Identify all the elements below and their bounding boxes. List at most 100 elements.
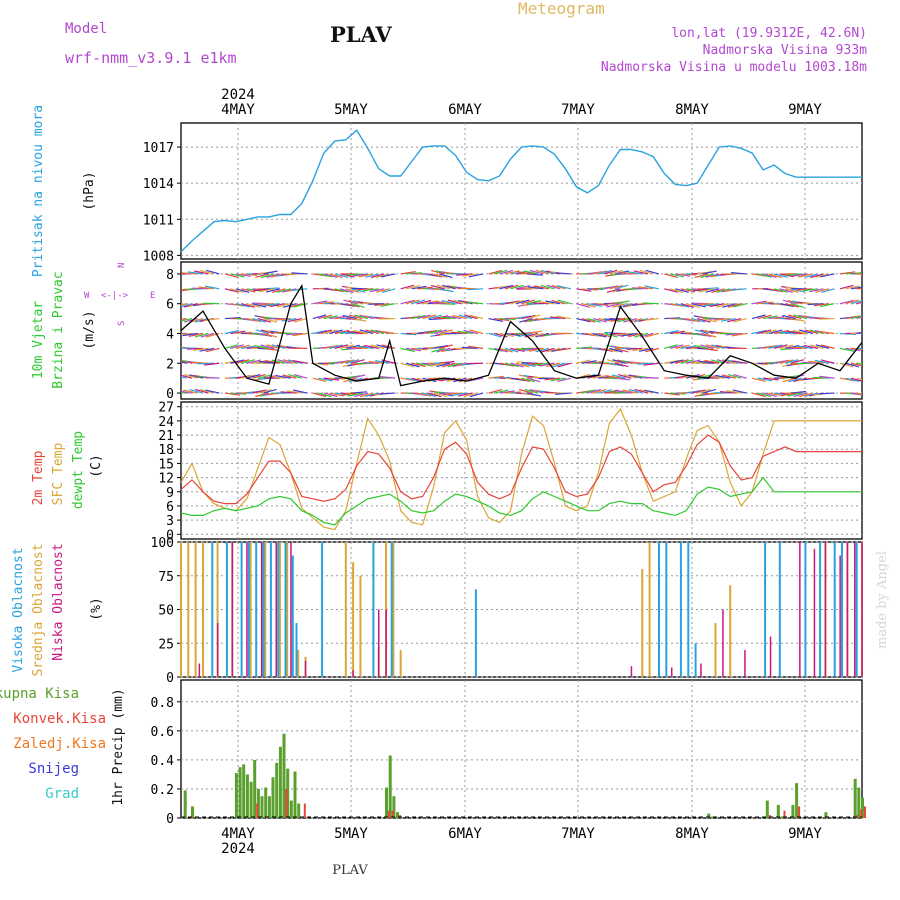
wind-arrow <box>257 318 272 323</box>
wind-arrow <box>345 288 360 293</box>
wind-arrow <box>786 330 802 335</box>
low-cloud-bar <box>839 555 841 677</box>
wind-arrow <box>259 288 275 293</box>
wind-arrow <box>555 392 571 395</box>
wind-arrow <box>856 316 862 320</box>
wind-arrow <box>469 314 484 320</box>
wind-arrow <box>181 303 193 308</box>
mid-cloud-bar <box>286 542 289 677</box>
wind-arrow <box>493 285 509 290</box>
wind-arrow <box>260 329 275 335</box>
wind-arrow <box>329 329 343 335</box>
wind-arrow <box>293 389 308 394</box>
wind-arrow <box>181 377 182 379</box>
low-cloud-bar <box>275 542 277 677</box>
wind-arrow <box>804 273 819 278</box>
wind-arrow <box>493 389 509 394</box>
precip-total-bar <box>249 781 253 818</box>
wind-arrow <box>581 360 597 364</box>
wind-arrow <box>341 392 357 396</box>
wind-arrow <box>181 347 182 349</box>
wind-arrow <box>693 344 709 349</box>
wind-arrow <box>181 361 187 364</box>
pressure-ylabel: (hPa) <box>82 171 97 210</box>
wind-arrow <box>281 317 297 322</box>
wind-arrow <box>856 287 862 290</box>
wind-arrow <box>611 374 626 379</box>
high-cloud-bar <box>247 542 250 677</box>
wind-arrow <box>530 332 544 338</box>
low-cloud-bar <box>722 609 724 677</box>
wind-arrow <box>438 273 453 279</box>
wind-arrow <box>850 377 862 382</box>
wind-arrow <box>856 331 862 335</box>
wind-arrow <box>732 303 747 308</box>
high-cloud-bar <box>833 542 836 677</box>
wind-arrow <box>255 273 270 278</box>
wind-arrow <box>627 271 643 275</box>
wind-arrow <box>381 288 396 293</box>
wind-ylabel: (m/s) <box>82 310 97 349</box>
high-cloud-bar <box>225 542 228 677</box>
low-cloud-bar <box>700 663 702 677</box>
wind-arrow <box>203 362 220 366</box>
wind-arrow <box>810 273 824 279</box>
wind-arrow <box>603 347 618 353</box>
wind-arrow <box>351 288 366 293</box>
bottom-day-label: 7MAY <box>561 826 595 842</box>
y-tick-label: 4 <box>166 327 174 342</box>
wind-arrow <box>669 273 685 278</box>
wind-arrow <box>680 288 695 293</box>
wind-arrow <box>265 360 280 364</box>
wind-arrow <box>446 315 462 320</box>
wind-arrow <box>711 344 725 349</box>
wind-arrow <box>439 360 455 364</box>
wind-arrow <box>526 377 541 383</box>
wind-arrow <box>631 287 648 290</box>
temp-ylabel: (C) <box>89 454 104 477</box>
wind-arrow <box>429 362 445 367</box>
wind-arrow <box>709 375 725 379</box>
wind-arrow <box>343 299 357 305</box>
wind-arrow <box>431 347 445 353</box>
wind-arrow <box>785 374 800 379</box>
wind-arrow <box>752 314 766 320</box>
station-title: PLAV <box>330 22 392 47</box>
wind-arrow <box>318 273 333 278</box>
wind-arrow <box>224 392 241 396</box>
wind-arrow <box>488 375 504 379</box>
wind-arrow <box>488 269 503 275</box>
wind-arrow <box>334 344 349 349</box>
high-cloud-bar <box>262 542 265 677</box>
wind-arrow <box>757 314 772 320</box>
wind-arrow <box>263 347 279 351</box>
meteogram-title: Meteogram <box>518 0 605 18</box>
wind-arrow <box>368 360 385 364</box>
wind-arrow <box>246 374 261 379</box>
wind-arrow <box>768 329 783 335</box>
wind-arrow <box>609 362 624 367</box>
wind-arrow <box>702 347 718 352</box>
wind-arrow <box>516 347 533 350</box>
model-elevation-label: Nadmorska Visina u modelu 1003.18m <box>601 60 867 75</box>
wind-arrow <box>716 288 731 293</box>
low-cloud-bar <box>290 542 292 677</box>
wind-arrow <box>802 361 819 364</box>
y-tick-label: 9 <box>166 486 174 501</box>
wind-arrow <box>318 314 333 320</box>
low-cloud-bar <box>198 663 201 677</box>
wind-arrow <box>628 388 643 394</box>
wind-arrow <box>797 345 813 349</box>
wind-arrow <box>334 288 349 293</box>
wind-arrow <box>790 317 806 322</box>
wind-arrow <box>700 329 714 335</box>
precip-total-bar <box>191 806 194 818</box>
wind-arrow <box>447 362 462 368</box>
wind-arrow <box>779 359 794 364</box>
wind-arrow <box>626 347 643 350</box>
wind-arrow <box>581 389 597 394</box>
wind-arrow <box>587 388 601 394</box>
wind-arrow <box>526 273 543 276</box>
wind-arrow <box>351 359 365 364</box>
wind-arrow <box>804 392 819 397</box>
